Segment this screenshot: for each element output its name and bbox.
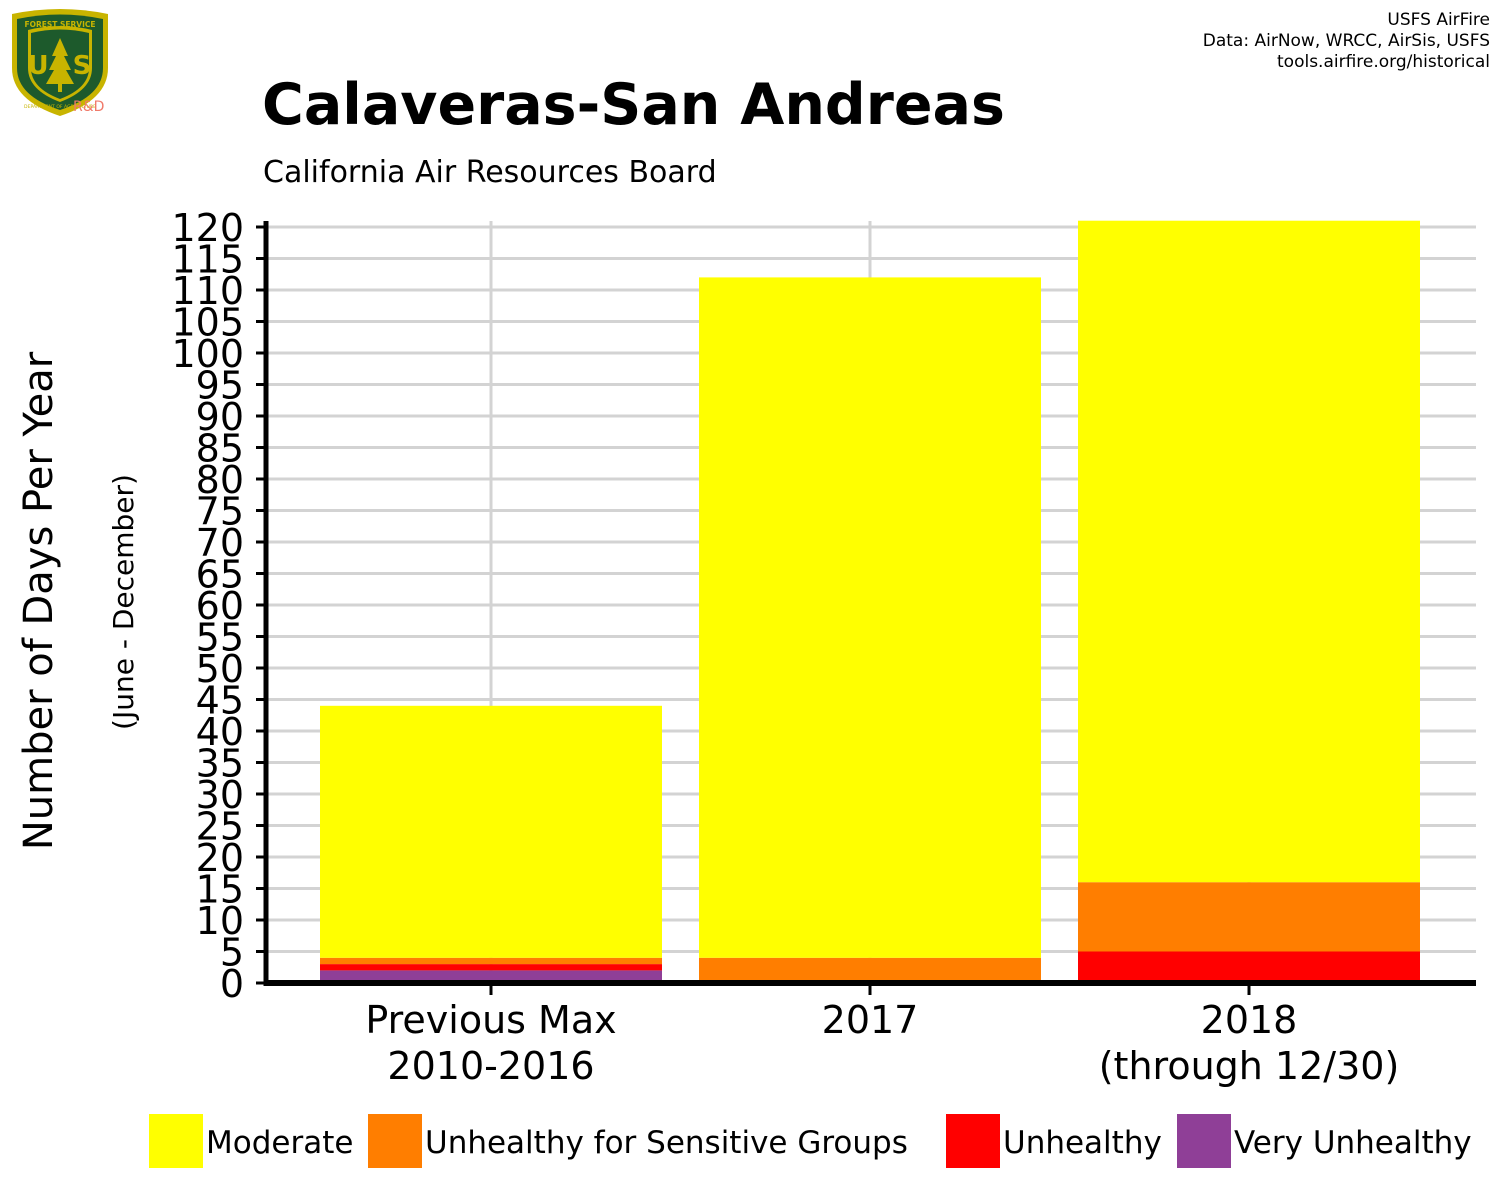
y-tick-label: 65 (196, 553, 244, 597)
y-tick-label: 85 (196, 427, 244, 471)
bars (320, 220, 1420, 983)
y-tick-label: 0 (220, 962, 244, 1006)
logo-rd-label: R&D (73, 99, 105, 115)
x-tick-label: 2017 (822, 998, 919, 1042)
y-axis-sublabel: (June - December) (107, 474, 140, 730)
bar-segment-unhealthy (1078, 951, 1420, 983)
x-tick-label: Previous Max (365, 998, 616, 1042)
legend-label: Unhealthy (1003, 1125, 1162, 1161)
bar-segment-unhealthy-for-sensitive-groups (1078, 882, 1420, 952)
shield-icon: U S FOREST SERVICE DEPARTMENT OF AGRICUL… (12, 9, 108, 116)
y-tick-label: 30 (196, 773, 244, 817)
y-tick-label: 95 (196, 364, 244, 408)
y-tick-label: 5 (220, 931, 244, 975)
y-tick-label: 55 (196, 616, 244, 660)
y-tick-label: 20 (196, 836, 244, 880)
legend-swatch (149, 1114, 203, 1168)
x-tick-label: 2010-2016 (387, 1044, 594, 1088)
chart-title: Calaveras-San Andreas (262, 72, 1005, 138)
legend-label: Very Unhealthy (1234, 1125, 1472, 1161)
bar-segment-very-unhealthy (320, 970, 662, 983)
legend: Moderate Unhealthy for Sensitive Groups Un… (149, 1114, 1472, 1168)
y-tick-label: 120 (171, 206, 244, 250)
bar-segment-moderate (1078, 220, 1420, 883)
bar-segment-moderate (320, 705, 662, 958)
y-tick-label: 60 (196, 584, 244, 628)
y-tick-label: 105 (171, 301, 244, 345)
y-tick-label: 15 (196, 868, 244, 912)
credit-line-1: USFS AirFire (1387, 10, 1490, 30)
svg-text:U: U (27, 51, 48, 81)
svg-text:FOREST SERVICE: FOREST SERVICE (24, 20, 95, 29)
y-tick-label: 40 (196, 710, 244, 754)
y-tick-label: 25 (196, 805, 244, 849)
legend-swatch (946, 1114, 1000, 1168)
x-tick-label: (through 12/30) (1099, 1044, 1400, 1088)
y-tick-label: 45 (196, 679, 244, 723)
y-tick-label: 100 (171, 332, 244, 376)
legend-label: Unhealthy for Sensitive Groups (425, 1125, 908, 1161)
y-tick-label: 90 (196, 395, 244, 439)
forest-service-logo: U S FOREST SERVICE DEPARTMENT OF AGRICUL… (8, 8, 112, 118)
y-tick-label: 115 (171, 238, 244, 282)
bar-segment-unhealthy (320, 964, 662, 971)
credit-line-2: Data: AirNow, WRCC, AirSis, USFS (1202, 31, 1490, 51)
credit-line-3: tools.airfire.org/historical (1277, 52, 1490, 72)
y-tick-label: 110 (171, 269, 244, 313)
y-tick-label: 80 (196, 458, 244, 502)
credit-block: USFS AirFire Data: AirNow, WRCC, AirSis,… (1203, 10, 1490, 73)
bar-segment-unhealthy-for-sensitive-groups (699, 957, 1041, 983)
bar-segment-moderate (699, 277, 1041, 958)
y-tick-label: 50 (196, 647, 244, 691)
y-tick-labels: 0510152025303540455055606570758085909510… (171, 206, 266, 1006)
x-tick-label: 2018 (1201, 998, 1298, 1042)
y-tick-label: 10 (196, 899, 244, 943)
legend-label: Moderate (206, 1125, 353, 1161)
legend-swatch (368, 1114, 422, 1168)
svg-text:S: S (73, 51, 92, 81)
legend-swatch (1177, 1114, 1231, 1168)
chart-subtitle: California Air Resources Board (263, 155, 717, 190)
y-axis-label: Number of Days Per Year (16, 351, 62, 850)
y-tick-label: 70 (196, 521, 244, 565)
bar-segment-unhealthy-for-sensitive-groups (320, 957, 662, 965)
svg-text:DEPARTMENT OF AGRICULTURE: DEPARTMENT OF AGRICULTURE (24, 104, 96, 110)
y-tick-label: 75 (196, 490, 244, 534)
y-tick-label: 35 (196, 742, 244, 786)
